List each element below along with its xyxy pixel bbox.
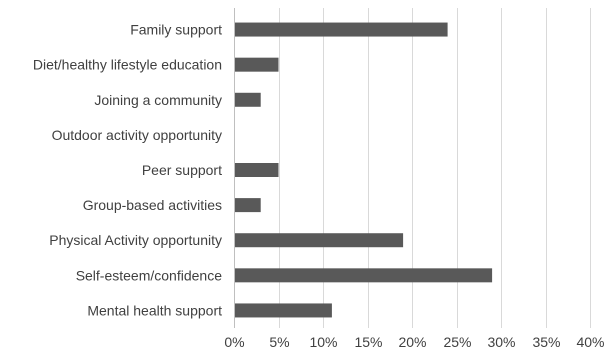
category-label: Peer support <box>142 162 222 178</box>
category-label: Self-esteem/confidence <box>76 267 223 283</box>
category-label: Joining a community <box>94 92 222 108</box>
x-axis-tick-labels: 0% 5% 10% 15% 20% 25% 30% 35% 40% <box>224 334 604 350</box>
x-tick-label: 35% <box>532 334 560 350</box>
x-tick-label: 5% <box>269 334 289 350</box>
bar <box>235 92 261 107</box>
gridlines <box>234 8 591 328</box>
category-label: Physical Activity opportunity <box>49 232 222 248</box>
category-labels: Family support Diet/healthy lifestyle edu… <box>33 22 222 319</box>
bar <box>235 163 279 177</box>
bars <box>235 22 493 318</box>
bar <box>235 303 332 318</box>
bar <box>235 22 448 37</box>
x-tick-label: 20% <box>398 334 426 350</box>
x-tick-label: 30% <box>487 334 515 350</box>
x-tick-label: 40% <box>576 334 604 350</box>
category-label: Outdoor activity opportunity <box>52 127 222 143</box>
bar <box>235 268 493 283</box>
bar <box>235 57 279 72</box>
bar <box>235 198 261 213</box>
category-label: Group-based activities <box>83 197 222 213</box>
x-tick-label: 10% <box>309 334 337 350</box>
category-label: Mental health support <box>87 302 222 318</box>
x-tick-label: 0% <box>224 334 244 350</box>
category-label: Diet/healthy lifestyle education <box>33 57 222 73</box>
bar <box>235 233 404 248</box>
category-label: Family support <box>130 22 222 38</box>
x-tick-label: 25% <box>443 334 471 350</box>
x-tick-label: 15% <box>354 334 382 350</box>
